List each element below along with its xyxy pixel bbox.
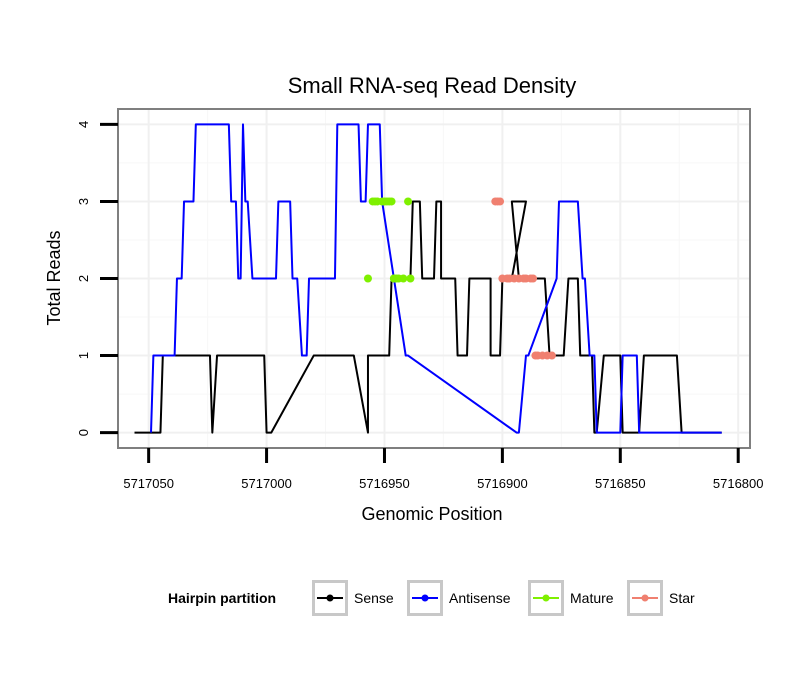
- y-tick-label: 1: [76, 352, 91, 359]
- legend-entry-sense: Sense: [312, 580, 394, 616]
- x-tick-label: 5717050: [123, 476, 174, 491]
- x-tick-label: 5716800: [713, 476, 764, 491]
- y-tick-label: 0: [76, 429, 91, 436]
- legend-key-dot-mature: [542, 594, 550, 602]
- legend-entry-mature: Mature: [528, 580, 614, 616]
- y-axis: 0 1 2 3 4: [76, 121, 118, 436]
- y-tick-label: 2: [76, 275, 91, 282]
- legend-label-star: Star: [669, 590, 695, 606]
- y-axis-title: Total Reads: [44, 230, 64, 325]
- y-tick-label: 3: [76, 198, 91, 205]
- x-axis-title: Genomic Position: [361, 504, 502, 524]
- plot-panel: [117, 108, 751, 449]
- legend-entry-antisense: Antisense: [407, 580, 511, 616]
- legend-key-dot-star: [641, 594, 649, 602]
- x-tick-label: 5716850: [595, 476, 646, 491]
- x-tick-label: 5717000: [241, 476, 292, 491]
- data-point-mature: [399, 274, 408, 283]
- data-point-star: [547, 351, 556, 360]
- data-point-mature: [363, 274, 372, 283]
- series-layer: [134, 123, 722, 434]
- legend-entry-star: Star: [627, 580, 695, 616]
- data-point-star: [496, 197, 505, 206]
- x-axis: 5717050 5717000 5716950 5716900 5716850 57168…: [123, 448, 764, 491]
- data-point-star: [529, 274, 538, 283]
- legend-label-antisense: Antisense: [449, 590, 511, 606]
- x-tick-label: 5716900: [477, 476, 528, 491]
- legend-label-sense: Sense: [354, 590, 394, 606]
- data-point-mature: [404, 197, 413, 206]
- chart-title: Small RNA-seq Read Density: [288, 73, 577, 98]
- y-tick-label: 4: [76, 121, 91, 128]
- legend-label-mature: Mature: [570, 590, 614, 606]
- legend-title: Hairpin partition: [168, 590, 276, 606]
- legend-key-dot-antisense: [421, 594, 429, 602]
- data-point-mature: [387, 197, 396, 206]
- legend-entries: Sense Antisense Mature Star: [312, 580, 695, 616]
- series-line-antisense: [150, 123, 722, 434]
- data-point-mature: [406, 274, 415, 283]
- x-tick-label: 5716950: [359, 476, 410, 491]
- series-line-sense: [134, 200, 722, 434]
- legend: Hairpin partition Sense Antisense Mature St…: [168, 580, 695, 616]
- legend-key-dot-sense: [326, 594, 334, 602]
